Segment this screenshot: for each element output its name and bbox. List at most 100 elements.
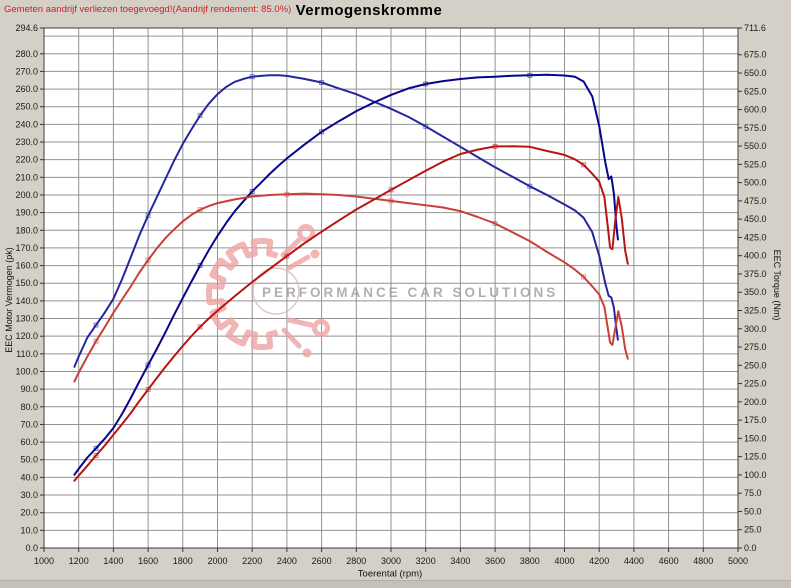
y-left-tick-label: 294.6	[15, 23, 38, 33]
x-tick-label: 1800	[173, 556, 193, 566]
x-tick-label: 2800	[346, 556, 366, 566]
y-right-tick-label: 350.0	[744, 287, 767, 297]
y-left-tick-label: 190.0	[15, 208, 38, 218]
y-right-tick-label: 625.0	[744, 86, 767, 96]
data-marker-torque-tuned	[93, 322, 99, 328]
x-tick-label: 5000	[728, 556, 748, 566]
circuit-node	[297, 224, 315, 242]
x-tick-label: 2600	[312, 556, 332, 566]
pcs-logo-watermark: PERFORMANCE CAR SOLUTIONS	[206, 224, 555, 358]
data-marker-power-tuned	[145, 362, 151, 368]
x-tick-label: 4000	[554, 556, 574, 566]
y-right-tick-label: 575.0	[744, 123, 767, 133]
data-marker-torque-tuned	[527, 183, 533, 189]
y-left-tick-label: 80.0	[20, 402, 38, 412]
y-left-tick-label: 140.0	[15, 296, 38, 306]
y-right-tick-label: 0.0	[744, 543, 757, 553]
data-marker-power-original	[93, 453, 99, 459]
data-marker-torque-original	[284, 191, 290, 197]
x-tick-label: 3200	[416, 556, 436, 566]
x-tick-label: 4800	[693, 556, 713, 566]
data-marker-power-original	[284, 253, 290, 259]
y-right-tick-label: 250.0	[744, 360, 767, 370]
y-right-tick-label: 475.0	[744, 196, 767, 206]
data-marker-power-tuned	[197, 262, 203, 268]
data-marker-power-tuned	[249, 188, 255, 194]
data-marker-power-tuned	[423, 81, 429, 87]
x-tick-label: 3400	[450, 556, 470, 566]
y-left-tick-label: 0.0	[25, 543, 38, 553]
x-tick-label: 1000	[34, 556, 54, 566]
y-left-tick-label: 110.0	[16, 349, 38, 359]
x-tick-label: 3000	[381, 556, 401, 566]
curve-power-original	[73, 145, 629, 482]
y-left-tick-label: 100.0	[15, 366, 38, 376]
x-tick-label: 2200	[242, 556, 262, 566]
y-right-tick-label: 225.0	[744, 379, 767, 389]
data-marker-power-original	[388, 187, 394, 193]
y-right-tick-label: 25.0	[744, 525, 762, 535]
x-axis-title: Toerental (rpm)	[357, 568, 423, 580]
curve-power-tuned	[73, 73, 619, 476]
dyno-curves	[73, 72, 629, 482]
y-right-tick-label: 150.0	[744, 433, 767, 443]
circuit-stem	[286, 317, 314, 328]
y-left-tick-label: 250.0	[15, 102, 38, 112]
y-right-tick-label: 600.0	[744, 105, 767, 115]
circuit-stem	[286, 254, 311, 271]
y-right-tick-label: 675.0	[744, 50, 767, 60]
data-marker-torque-original	[145, 257, 151, 263]
y-left-tick-label: 210.0	[15, 172, 38, 182]
data-marker-power-tuned	[527, 72, 533, 78]
data-marker-torque-tuned	[145, 213, 151, 219]
left-axis-title: EEC Motor Vermogen (pk)	[4, 247, 14, 353]
y-right-tick-label: 450.0	[744, 214, 767, 224]
y-left-tick-label: 160.0	[15, 261, 38, 271]
bottom-strip	[0, 580, 791, 588]
data-marker-power-original	[197, 324, 203, 330]
y-right-tick-label: 425.0	[744, 232, 767, 242]
x-tick-label: 4400	[624, 556, 644, 566]
y-right-tick-label: 650.0	[744, 68, 767, 78]
data-marker-torque-tuned	[319, 80, 325, 86]
y-right-tick-label: 300.0	[744, 324, 767, 334]
x-tick-label: 4200	[589, 556, 609, 566]
circuit-node	[310, 249, 320, 259]
circuit-node	[312, 319, 330, 337]
y-right-tick-label: 125.0	[744, 452, 767, 462]
data-marker-torque-original	[197, 207, 203, 213]
y-right-tick-label: 325.0	[744, 306, 767, 316]
x-tick-label: 1400	[103, 556, 123, 566]
y-left-tick-label: 150.0	[15, 278, 38, 288]
curve-torque-original	[73, 192, 629, 383]
circuit-stem	[281, 327, 302, 349]
y-right-tick-label: 400.0	[744, 251, 767, 261]
data-marker-power-original	[145, 386, 151, 392]
x-tick-label: 3800	[520, 556, 540, 566]
y-right-tick-label: 525.0	[744, 159, 767, 169]
y-right-tick-label: 375.0	[744, 269, 767, 279]
data-marker-torque-tuned	[423, 123, 429, 129]
data-marker-torque-original	[93, 338, 99, 344]
y-right-tick-label: 711.6	[744, 23, 766, 33]
y-right-tick-label: 50.0	[744, 506, 762, 516]
y-right-tick-label: 200.0	[744, 397, 767, 407]
page-title: Vermogenskromme	[295, 2, 443, 19]
y-left-tick-label: 40.0	[20, 472, 38, 482]
y-left-tick-label: 10.0	[20, 525, 38, 535]
data-marker-torque-tuned	[249, 74, 255, 80]
x-tick-label: 1200	[69, 556, 89, 566]
gear-outline	[206, 238, 280, 350]
y-left-tick-label: 20.0	[20, 508, 38, 518]
y-right-tick-label: 75.0	[744, 488, 762, 498]
y-right-tick-label: 100.0	[744, 470, 767, 480]
y-right-tick-label: 175.0	[744, 415, 767, 425]
y-right-tick-label: 275.0	[744, 342, 767, 352]
x-tick-label: 4600	[659, 556, 679, 566]
y-left-tick-label: 130.0	[15, 314, 38, 324]
y-left-tick-label: 170.0	[15, 243, 38, 253]
y-left-tick-label: 280.0	[15, 49, 38, 59]
gear-icon	[206, 224, 330, 358]
right-axis-title: EEC Torque (Nm)	[772, 249, 782, 321]
